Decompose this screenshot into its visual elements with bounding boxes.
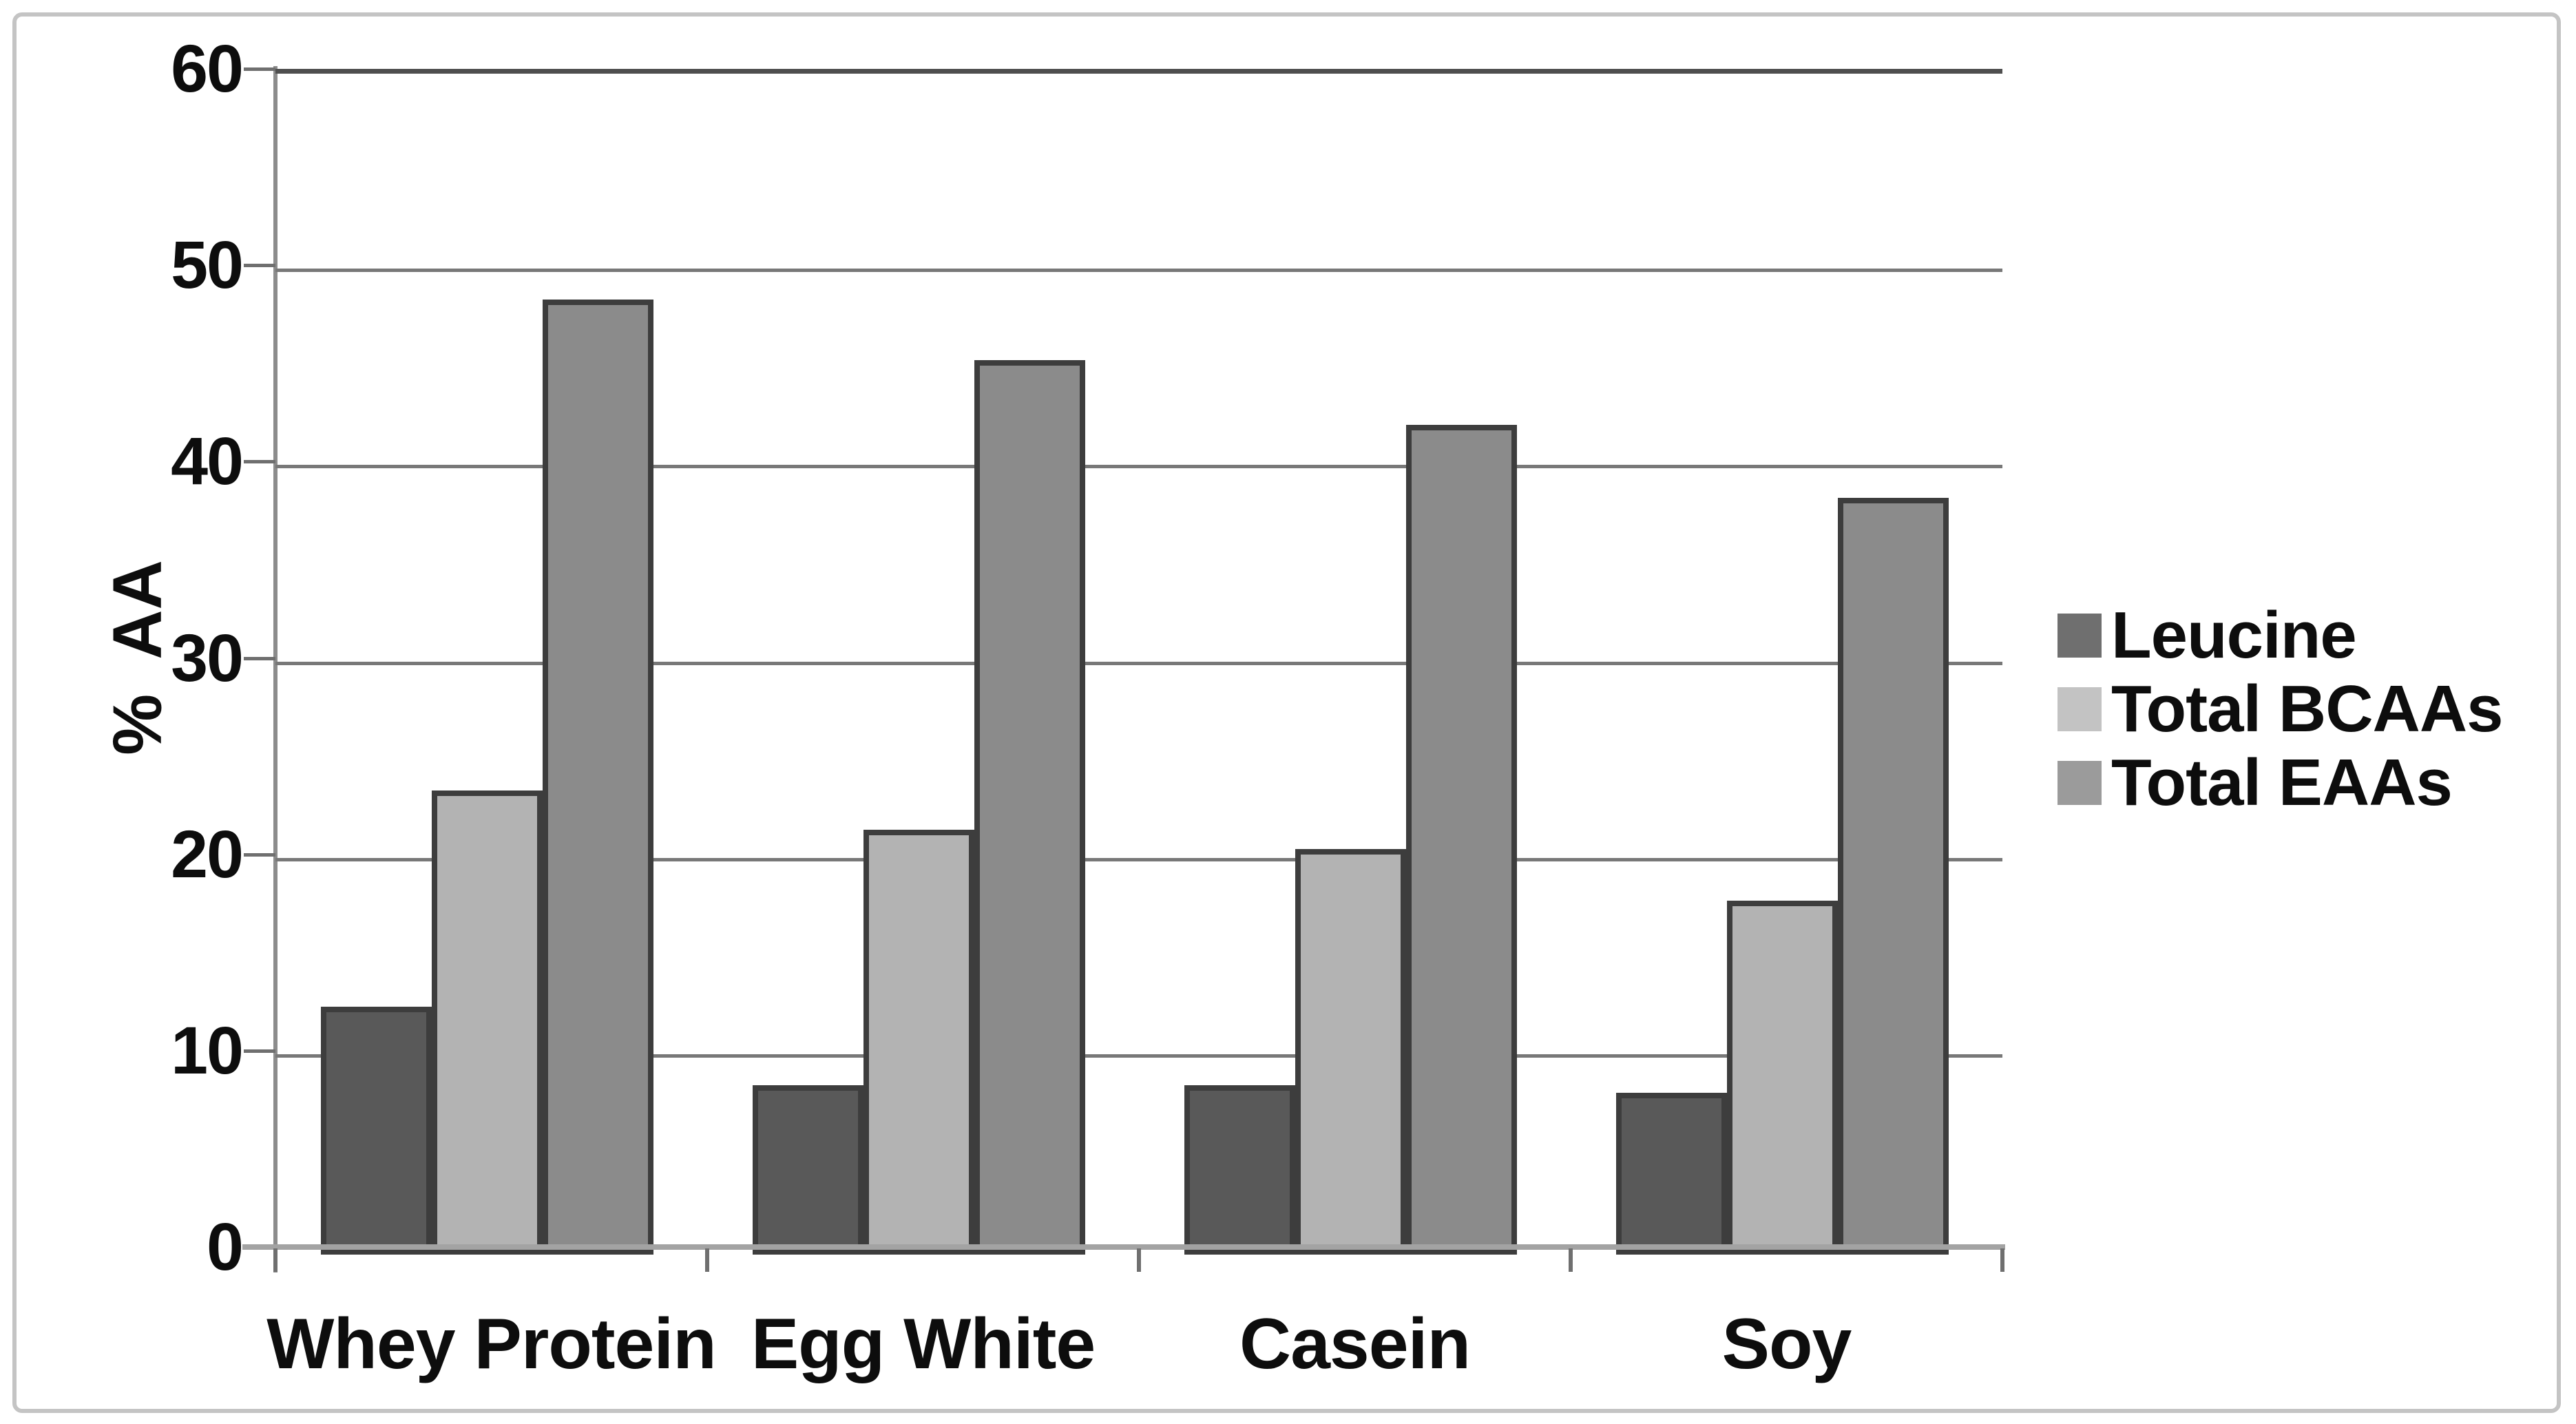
y-tick-20	[244, 852, 275, 857]
y-tick-60	[244, 67, 275, 71]
x-label-egg-white: Egg White	[751, 1304, 1096, 1384]
x-tick-2	[1137, 1248, 1141, 1272]
bar-soy-leucine	[1616, 1093, 1727, 1255]
bar-whey-protein-leucine	[321, 1006, 432, 1255]
legend: Leucine Total BCAAs Total EAAs	[2057, 603, 2504, 824]
x-tick-3	[1569, 1248, 1573, 1272]
bar-whey-protein-total-bcaas	[432, 790, 543, 1255]
legend-swatch-total-bcaas	[2057, 687, 2102, 731]
legend-swatch-leucine	[2057, 614, 2102, 658]
x-label-soy: Soy	[1721, 1304, 1852, 1384]
bar-casein-total-bcaas	[1295, 849, 1406, 1255]
bar-whey-protein-total-eaas	[543, 299, 653, 1255]
x-label-whey-protein: Whey Protein	[266, 1304, 717, 1384]
bar-casein-leucine	[1184, 1085, 1295, 1255]
bar-soy-total-eaas	[1838, 497, 1949, 1255]
legend-label: Leucine	[2111, 598, 2357, 672]
y-tick-label-30: 30	[171, 620, 244, 695]
y-tick-label-40: 40	[171, 423, 244, 499]
gridline-30	[275, 661, 2002, 665]
legend-item-total-bcaas: Total BCAAs	[2057, 672, 2504, 746]
y-tick-label-20: 20	[171, 816, 244, 892]
y-tick-10	[244, 1049, 275, 1053]
bar-soy-total-bcaas	[1727, 900, 1838, 1255]
x-axis-line	[242, 1244, 2005, 1250]
legend-label: Total BCAAs	[2111, 672, 2504, 746]
y-tick-30	[244, 656, 275, 660]
bar-egg-white-total-eaas	[974, 360, 1085, 1255]
bar-egg-white-total-bcaas	[863, 829, 974, 1255]
legend-item-leucine: Leucine	[2057, 603, 2503, 669]
gridline-40	[275, 465, 2002, 469]
legend-item-total-eaas: Total EAAs	[2057, 750, 2503, 816]
figure-border	[12, 12, 2561, 1413]
bar-egg-white-leucine	[753, 1085, 863, 1255]
x-tick-0	[273, 1248, 278, 1272]
y-tick-40	[244, 460, 275, 464]
legend-swatch-total-eaas	[2057, 761, 2102, 805]
legend-label: Total EAAs	[2111, 746, 2453, 819]
gridline-50	[275, 269, 2002, 273]
y-tick-label-60: 60	[171, 31, 244, 106]
y-tick-50	[244, 264, 275, 268]
gridline-20	[275, 857, 2002, 861]
bar-casein-total-eaas	[1406, 425, 1517, 1255]
y-tick-label-50: 50	[171, 227, 244, 303]
plot-area	[275, 69, 2002, 1255]
y-tick-label-0: 0	[207, 1209, 244, 1284]
x-label-casein: Casein	[1239, 1304, 1471, 1384]
y-tick-label-10: 10	[171, 1012, 244, 1088]
x-tick-4	[2000, 1248, 2004, 1272]
y-axis-line	[273, 66, 278, 1273]
gridline-10	[275, 1054, 2002, 1058]
x-tick-1	[705, 1248, 709, 1272]
